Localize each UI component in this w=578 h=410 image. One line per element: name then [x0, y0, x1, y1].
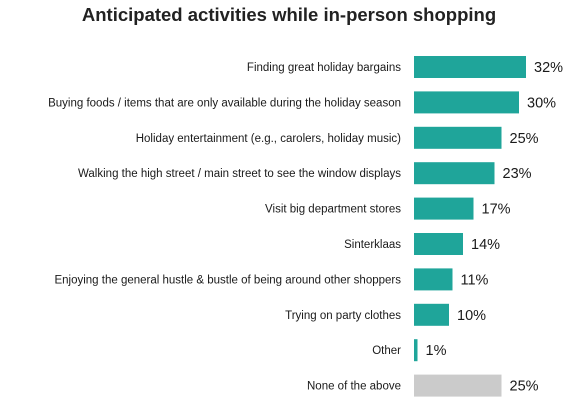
value-label: 25% [510, 379, 539, 395]
bar [414, 56, 526, 78]
value-label: 14% [471, 237, 500, 253]
category-label: Trying on party clothes [285, 310, 401, 322]
value-label: 23% [503, 166, 532, 182]
category-label: Holiday entertainment (e.g., carolers, h… [136, 133, 401, 145]
bar [414, 91, 519, 114]
bar [414, 303, 449, 326]
bar [414, 268, 453, 291]
category-label: Finding great holiday bargains [247, 62, 401, 74]
chart-title: Anticipated activities while in-person s… [81, 4, 497, 25]
category-label: None of the above [307, 381, 401, 393]
value-label: 1% [426, 343, 447, 359]
value-label: 25% [510, 131, 539, 147]
value-label: 32% [534, 60, 563, 76]
value-label: 30% [527, 95, 556, 111]
value-label: 17% [482, 202, 511, 218]
bar [414, 162, 495, 185]
bar [414, 339, 418, 362]
category-label: Sinterklaas [344, 239, 401, 251]
bar [414, 126, 502, 149]
category-label: Other [372, 345, 401, 357]
category-label: Walking the high street / main street to… [78, 168, 401, 180]
bar [414, 374, 502, 397]
category-label: Visit big department stores [265, 204, 401, 216]
category-label: Enjoying the general hustle & bustle of … [54, 274, 401, 286]
value-label: 10% [457, 308, 486, 324]
bar [414, 197, 474, 220]
bar [414, 233, 463, 255]
category-label: Buying foods / items that are only avail… [48, 97, 401, 109]
value-label: 11% [461, 272, 489, 288]
